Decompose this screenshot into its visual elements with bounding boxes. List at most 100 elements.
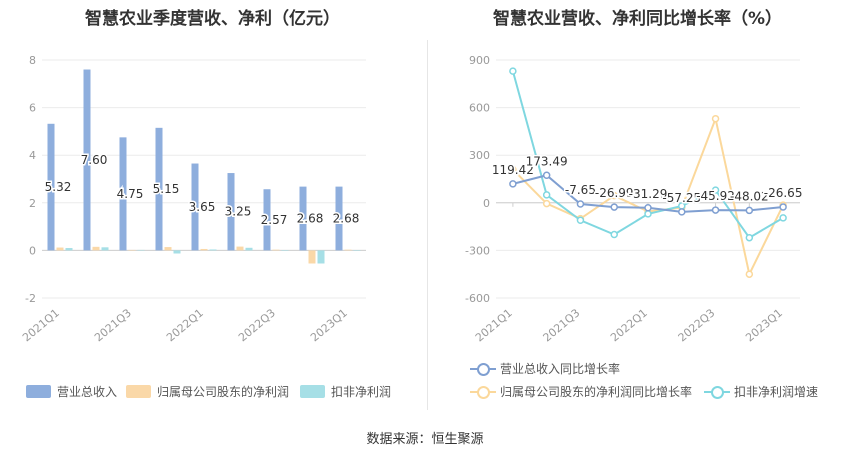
- legend-marker-deducted-growth: [704, 385, 730, 399]
- bar-series-0: [263, 189, 271, 251]
- line-point-series-2: [576, 216, 585, 225]
- left-x-tick-label: 2021Q3: [92, 306, 134, 344]
- bar-series-0: [47, 123, 55, 251]
- line-data-label: 173.49: [526, 154, 568, 168]
- left-chart-title: 智慧农业季度营收、净利（亿元）: [85, 9, 340, 29]
- legend-swatch-revenue: [26, 385, 51, 398]
- legend-swatch-deducted-profit: [300, 385, 325, 398]
- bar-series-0: [299, 186, 307, 251]
- line-point-series-1: [509, 165, 517, 174]
- left-y-tick-label: 0: [29, 244, 36, 257]
- right-y-tick-label: 300: [469, 149, 490, 162]
- right-y-tick-label: -300: [465, 244, 490, 257]
- line-data-label: -48.02: [730, 189, 769, 203]
- line-data-label: -45.92: [696, 189, 735, 203]
- bar-data-label: 7.60: [81, 153, 108, 167]
- legend-item-revenue-growth[interactable]: 营业总收入同比增长率: [470, 360, 620, 377]
- bar-series-1: [344, 249, 352, 251]
- legend-item-deducted-profit[interactable]: 扣非净利润: [300, 383, 391, 400]
- line-point-series-0: [711, 206, 720, 214]
- bar-series-2: [101, 247, 109, 251]
- right-x-tick-label: 2022Q3: [676, 306, 718, 344]
- line-data-label: -26.99: [595, 186, 634, 200]
- bar-series-1: [200, 248, 208, 251]
- bar-series-2: [137, 249, 145, 251]
- line-data-label: -7.65: [565, 183, 596, 197]
- panel-divider: [427, 40, 428, 410]
- line-point-series-2: [779, 214, 787, 222]
- left-y-tick-label: -2: [25, 292, 36, 305]
- bar-data-label: 2.57: [261, 213, 288, 227]
- line-point-series-0: [644, 204, 652, 212]
- line-point-series-0: [610, 203, 618, 211]
- line-point-series-0: [542, 171, 551, 180]
- bar-series-0: [191, 163, 199, 251]
- right-x-tick-label: 2023Q1: [743, 306, 785, 344]
- line-point-series-2: [745, 233, 754, 242]
- bar-data-label: 5.32: [45, 180, 72, 194]
- bar-data-label: 4.75: [117, 187, 144, 201]
- line-point-series-2: [542, 191, 551, 199]
- legend-item-deducted-growth[interactable]: 扣非净利润增速: [704, 383, 818, 400]
- bar-series-2: [65, 248, 73, 251]
- line-point-series-1: [745, 270, 754, 278]
- legend-label-net-profit: 归属母公司股东的净利润: [157, 385, 290, 399]
- right-y-tick-label: 900: [469, 54, 490, 67]
- bar-data-label: 2.68: [297, 212, 324, 226]
- bar-series-2: [245, 247, 253, 251]
- left-x-tick-label: 2022Q1: [164, 306, 206, 344]
- legend-item-net-profit[interactable]: 归属母公司股东的净利润: [126, 383, 289, 400]
- line-data-label: 119.42: [492, 163, 534, 177]
- bar-series-0: [119, 137, 127, 251]
- line-data-label: -57.25: [662, 191, 701, 205]
- legend-item-net-profit-growth[interactable]: 归属母公司股东的净利润同比增长率: [470, 383, 692, 400]
- left-y-tick-label: 4: [29, 149, 36, 162]
- line-point-series-1: [542, 199, 551, 208]
- bar-series-2: [317, 250, 325, 264]
- bar-data-label: 3.65: [189, 200, 216, 214]
- bar-series-2: [209, 249, 217, 251]
- bar-series-1: [236, 246, 244, 251]
- line-point-series-2: [610, 230, 618, 239]
- line-point-series-0: [779, 203, 787, 211]
- right-x-tick-label: 2021Q1: [473, 306, 515, 344]
- legend-label-net-profit-growth: 归属母公司股东的净利润同比增长率: [500, 385, 693, 399]
- legend-label-deducted-profit: 扣非净利润: [331, 385, 392, 399]
- legend-swatch-net-profit: [126, 385, 151, 398]
- left-y-tick-label: 2: [29, 197, 36, 210]
- line-point-series-0: [678, 208, 686, 216]
- bar-series-1: [308, 250, 316, 264]
- bar-series-1: [272, 249, 280, 251]
- line-data-label: -31.29: [629, 187, 668, 201]
- data-source: 数据来源：恒生聚源: [366, 432, 484, 447]
- bar-data-label: 5.15: [153, 182, 180, 196]
- bar-series-0: [227, 173, 235, 251]
- line-point-series-1: [610, 191, 618, 200]
- bar-series-2: [353, 250, 361, 251]
- left-x-tick-label: 2022Q3: [236, 306, 278, 344]
- line-data-label: -26.65: [764, 186, 803, 200]
- right-chart-title: 智慧农业营收、净利同比增长率（%）: [492, 9, 783, 29]
- bar-series-1: [128, 249, 136, 251]
- bar-series-1: [56, 247, 64, 251]
- bar-series-2: [173, 250, 181, 254]
- bar-data-label: 3.25: [225, 205, 252, 219]
- right-x-tick-label: 2022Q1: [608, 306, 650, 344]
- line-point-series-0: [576, 200, 585, 208]
- bar-series-0: [83, 69, 91, 251]
- left-x-tick-label: 2023Q1: [308, 306, 350, 344]
- line-point-series-2: [509, 67, 517, 75]
- legend-marker-net-profit-growth: [470, 385, 496, 399]
- legend-item-revenue[interactable]: 营业总收入: [26, 383, 117, 400]
- bar-series-1: [164, 247, 172, 251]
- right-y-tick-label: -600: [465, 292, 490, 305]
- legend-label-revenue-growth: 营业总收入同比增长率: [500, 362, 621, 376]
- legend-label-revenue: 营业总收入: [57, 385, 118, 399]
- bar-series-1: [92, 246, 100, 251]
- line-point-series-2: [644, 210, 652, 218]
- legend-marker-revenue-growth: [470, 362, 496, 376]
- line-point-series-1: [711, 114, 720, 123]
- line-point-series-0: [509, 180, 517, 188]
- bar-series-0: [335, 186, 343, 251]
